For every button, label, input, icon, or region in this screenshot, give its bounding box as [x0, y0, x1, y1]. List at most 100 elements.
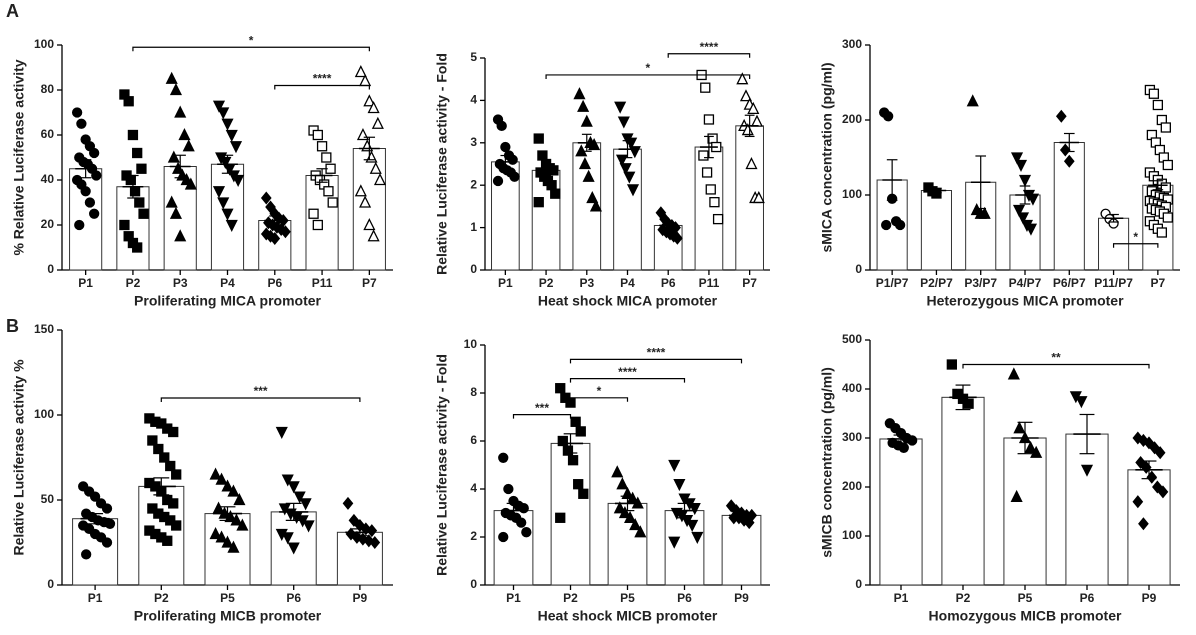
data-point: [225, 219, 238, 232]
y-tick-label: 1: [470, 220, 477, 234]
x-tick-label: P1: [894, 591, 909, 605]
y-tick-label: 500: [842, 332, 862, 346]
x-tick-label: P6: [661, 276, 676, 290]
data-point: [691, 531, 704, 544]
x-tick-label: P1: [78, 276, 93, 290]
data-point: [168, 498, 179, 509]
data-point: [611, 465, 624, 478]
data-point: [215, 472, 228, 485]
data-point: [1152, 99, 1164, 111]
data-point: [736, 72, 749, 85]
significance-label: **: [1051, 351, 1061, 365]
significance-bracket: [1112, 243, 1159, 248]
data-point: [293, 491, 306, 504]
data-point: [354, 184, 367, 197]
y-tick-label: 0: [855, 262, 862, 276]
significance-bracket: [569, 397, 629, 402]
bar: [664, 510, 705, 586]
data-point: [89, 208, 100, 219]
data-point: [570, 416, 581, 427]
data-point: [209, 527, 222, 540]
y-tick-label: 2: [470, 177, 477, 191]
data-point: [312, 219, 323, 231]
x-tick-label: P6: [1080, 591, 1095, 605]
data-point: [359, 195, 372, 208]
significance-bracket: [512, 414, 572, 419]
data-point: [91, 170, 102, 181]
data-point: [701, 167, 713, 178]
data-point: [369, 535, 381, 550]
data-point: [1080, 464, 1094, 477]
data-point: [688, 503, 701, 516]
data-point: [1055, 109, 1067, 123]
data-point: [312, 129, 323, 141]
x-tick-label: P6: [677, 591, 692, 605]
data-point: [507, 154, 518, 165]
x-axis-label: Proliferating MICB promoter: [134, 608, 322, 624]
data-point: [555, 383, 566, 394]
data-point: [686, 519, 699, 532]
data-point: [174, 229, 187, 242]
data-point: [132, 242, 143, 253]
data-point: [555, 512, 566, 523]
x-tick-label: P4: [220, 276, 235, 290]
y-tick-label: 6: [470, 433, 477, 447]
x-axis-label: Heterozygous MICA promoter: [926, 293, 1124, 309]
data-point: [232, 174, 245, 187]
data-point: [76, 118, 87, 129]
data-point: [1162, 212, 1173, 223]
data-point: [966, 94, 979, 107]
x-tick-label: P5: [220, 591, 235, 605]
panel-label: B: [6, 316, 19, 336]
x-tick-label: P3: [579, 276, 594, 290]
y-tick-label: 300: [842, 37, 862, 51]
data-point: [171, 469, 182, 480]
y-tick-label: 8: [470, 385, 477, 399]
data-point: [80, 186, 91, 197]
y-tick-label: 3: [470, 135, 477, 149]
data-point: [634, 525, 647, 538]
x-tick-label: P6: [267, 276, 282, 290]
data-point: [1024, 223, 1038, 236]
significance-label: *: [646, 61, 651, 75]
data-point: [169, 83, 183, 96]
data-point: [894, 219, 906, 231]
data-point: [743, 516, 755, 530]
data-point: [101, 537, 113, 548]
bar: [694, 146, 724, 271]
significance-bracket: [667, 53, 751, 58]
data-point: [366, 524, 378, 538]
data-point: [629, 518, 642, 531]
data-point: [1024, 440, 1037, 453]
data-point: [747, 101, 760, 115]
x-tick-label: P11: [699, 276, 720, 290]
y-tick-label: 150: [34, 322, 54, 336]
x-axis-label: Proliferating MICA promoter: [134, 293, 321, 309]
data-point: [287, 481, 300, 494]
data-point: [221, 118, 234, 131]
x-axis-label: Heat shock MICA promoter: [538, 293, 718, 309]
x-tick-label: P1: [88, 591, 103, 605]
data-point: [745, 157, 758, 170]
data-point: [165, 195, 178, 208]
data-point: [225, 129, 238, 142]
y-axis-label: Relative Luciferase activity %: [11, 359, 27, 556]
data-point: [229, 141, 243, 154]
x-tick-label: P6/P7: [1053, 276, 1086, 290]
data-point: [281, 532, 294, 545]
significance-bracket: [545, 74, 751, 79]
data-point: [123, 96, 134, 107]
data-point: [537, 150, 548, 161]
bar: [493, 510, 534, 586]
data-point: [498, 452, 509, 463]
data-point: [577, 99, 590, 112]
significance-label: ****: [618, 365, 637, 379]
data-point: [588, 137, 601, 151]
data-point: [363, 94, 376, 107]
bar: [352, 148, 386, 271]
data-point: [217, 107, 230, 120]
significance-bracket: [160, 397, 361, 402]
data-point: [125, 174, 136, 186]
data-point: [1012, 204, 1026, 217]
data-point: [127, 129, 139, 141]
